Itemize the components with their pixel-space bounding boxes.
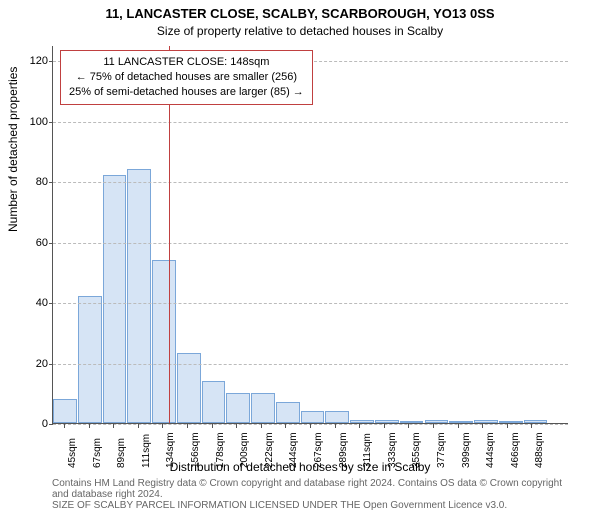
- histogram-bar: [524, 420, 548, 423]
- ytick-mark: [49, 182, 53, 183]
- ytick-mark: [49, 122, 53, 123]
- xtick-mark: [531, 424, 532, 428]
- annotation-line: 11 LANCASTER CLOSE: 148sqm: [69, 55, 304, 70]
- ytick-label: 40: [8, 297, 48, 309]
- histogram-bar: [226, 393, 250, 423]
- gridline: [53, 364, 568, 365]
- xtick-mark: [408, 424, 409, 428]
- annotation-line: 25% of semi-detached houses are larger (…: [69, 85, 304, 100]
- ytick-label: 80: [8, 176, 48, 188]
- histogram-bar: [425, 420, 449, 423]
- histogram-bar: [251, 393, 275, 423]
- ytick-mark: [49, 303, 53, 304]
- xtick-mark: [359, 424, 360, 428]
- xtick-mark: [138, 424, 139, 428]
- xtick-mark: [507, 424, 508, 428]
- chart-title: 11, LANCASTER CLOSE, SCALBY, SCARBOROUGH…: [0, 6, 600, 21]
- xtick-mark: [458, 424, 459, 428]
- xtick-mark: [113, 424, 114, 428]
- ytick-mark: [49, 364, 53, 365]
- histogram-bar: [276, 402, 300, 423]
- xtick-mark: [212, 424, 213, 428]
- gridline: [53, 182, 568, 183]
- histogram-bar: [350, 420, 374, 423]
- xtick-mark: [310, 424, 311, 428]
- histogram-bar: [474, 420, 498, 423]
- chart-subtitle: Size of property relative to detached ho…: [0, 24, 600, 38]
- histogram-bar: [78, 296, 102, 423]
- gridline: [53, 303, 568, 304]
- histogram-bar: [127, 169, 151, 423]
- ytick-label: 100: [8, 116, 48, 128]
- ytick-label: 20: [8, 358, 48, 370]
- histogram-bar: [152, 260, 176, 423]
- chart-container: 11, LANCASTER CLOSE, SCALBY, SCARBOROUGH…: [0, 0, 600, 500]
- histogram-bar: [103, 175, 127, 423]
- ytick-mark: [49, 61, 53, 62]
- gridline: [53, 122, 568, 123]
- xtick-mark: [64, 424, 65, 428]
- histogram-bar: [400, 421, 424, 423]
- xtick-mark: [482, 424, 483, 428]
- annotation-line: ← 75% of detached houses are smaller (25…: [69, 70, 304, 85]
- xtick-mark: [335, 424, 336, 428]
- histogram-bar: [301, 411, 325, 423]
- xtick-mark: [285, 424, 286, 428]
- histogram-bar: [449, 421, 473, 423]
- xtick-mark: [162, 424, 163, 428]
- xtick-mark: [236, 424, 237, 428]
- histogram-bar: [202, 381, 226, 423]
- annotation-box: 11 LANCASTER CLOSE: 148sqm← 75% of detac…: [60, 50, 313, 105]
- ytick-mark: [49, 243, 53, 244]
- credit-text: Contains HM Land Registry data © Crown c…: [52, 478, 568, 511]
- xtick-mark: [261, 424, 262, 428]
- xtick-mark: [187, 424, 188, 428]
- histogram-bar: [499, 421, 523, 423]
- xtick-mark: [89, 424, 90, 428]
- xtick-mark: [384, 424, 385, 428]
- ytick-label: 120: [8, 55, 48, 67]
- y-axis-label: Number of detached properties: [6, 67, 20, 232]
- gridline: [53, 243, 568, 244]
- x-axis-label: Distribution of detached houses by size …: [0, 460, 600, 474]
- ytick-label: 60: [8, 237, 48, 249]
- histogram-bar: [53, 399, 77, 423]
- xtick-mark: [433, 424, 434, 428]
- histogram-bar: [325, 411, 349, 423]
- ytick-label: 0: [8, 418, 48, 430]
- histogram-bar: [375, 420, 399, 423]
